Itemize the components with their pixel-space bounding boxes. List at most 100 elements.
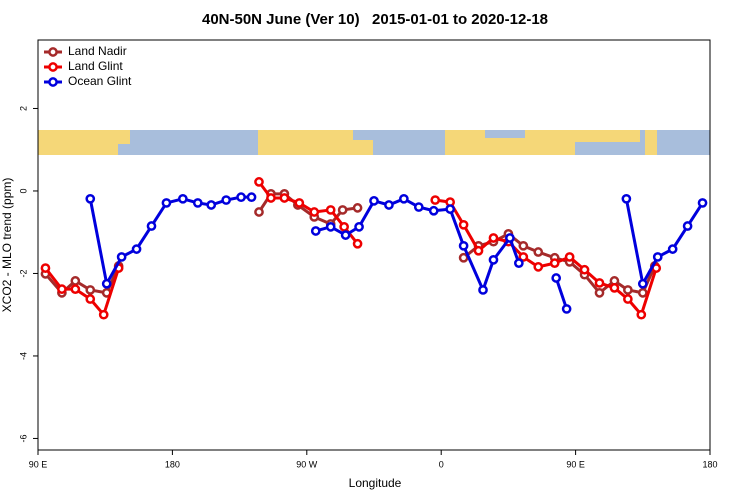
point [594,287,605,298]
point [518,252,529,262]
point [505,233,515,243]
chart-title: 40N-50N June (Ver 10) 2015-01-01 to 2020… [202,11,548,28]
point [161,198,172,208]
legend-swatch [48,62,58,72]
point [473,245,484,256]
map-land [485,138,525,155]
point [533,262,544,272]
point [325,205,336,215]
point [445,204,456,214]
point [279,193,290,203]
point [609,283,620,293]
map-land [353,140,373,155]
point [101,278,112,289]
x-tick-label: 90 W [296,459,318,469]
map-land [258,130,353,155]
y-tick-label: 2 [18,106,28,111]
point [561,304,572,314]
map-land [575,130,640,142]
y-tick-label: -6 [18,434,28,442]
point [85,193,96,204]
point [70,284,81,294]
point [266,193,276,203]
point [354,222,364,232]
point [352,203,363,213]
point [488,233,499,243]
plot-box [37,39,711,451]
point [146,221,157,231]
series-line [88,195,704,310]
point [430,195,441,205]
point [309,207,320,217]
point [294,198,305,208]
point [549,258,560,268]
point [667,244,678,254]
legend-label: Ocean Glint [68,74,132,88]
point [637,278,648,289]
point [70,276,81,286]
point [85,294,96,304]
y-tick-label: -4 [18,352,28,360]
point [399,193,409,204]
legend-label: Land Nadir [68,44,127,58]
y-tick-label: 0 [18,188,28,193]
map-land [445,130,485,155]
map-strip [38,130,710,155]
point [623,294,633,304]
point [564,252,575,262]
point [325,222,336,232]
point [98,309,109,320]
point [337,205,348,215]
point [254,177,264,187]
point [236,192,246,203]
point [458,240,469,251]
map-land [118,130,130,144]
point [206,200,217,210]
point [57,284,67,294]
point [458,219,469,230]
map-land [645,130,657,155]
point [458,252,469,263]
x-axis-label: Longitude [349,476,402,490]
point [682,221,693,231]
point [352,238,363,249]
point [551,273,562,283]
point [369,196,379,206]
y-tick-label: -2 [18,269,28,277]
point [384,200,394,210]
point [428,205,439,216]
point [221,195,232,205]
series-line [44,192,657,295]
point [652,252,663,262]
legend-swatch [48,47,58,57]
map-land [525,130,575,155]
point [579,264,590,275]
point [594,278,605,288]
legend-label: Land Glint [68,59,123,73]
point [192,198,203,208]
point [246,192,257,203]
point [40,263,51,273]
point [514,258,524,268]
x-tick-label: 180 [165,459,180,469]
point [116,252,127,262]
point [621,193,632,204]
legend-swatch [48,77,58,87]
point [478,285,488,295]
x-tick-label: 180 [702,459,717,469]
point [178,193,188,204]
point [636,309,647,320]
map-land [38,130,118,155]
y-axis-label: XCO2 - MLO trend (ppm) [0,178,14,313]
point [85,285,96,295]
point [623,285,633,295]
x-tick-label: 0 [439,459,444,469]
point [254,207,264,217]
point [518,240,529,251]
x-tick-label: 90 E [566,459,585,469]
point [697,198,708,208]
point [339,222,349,232]
point [488,254,499,265]
